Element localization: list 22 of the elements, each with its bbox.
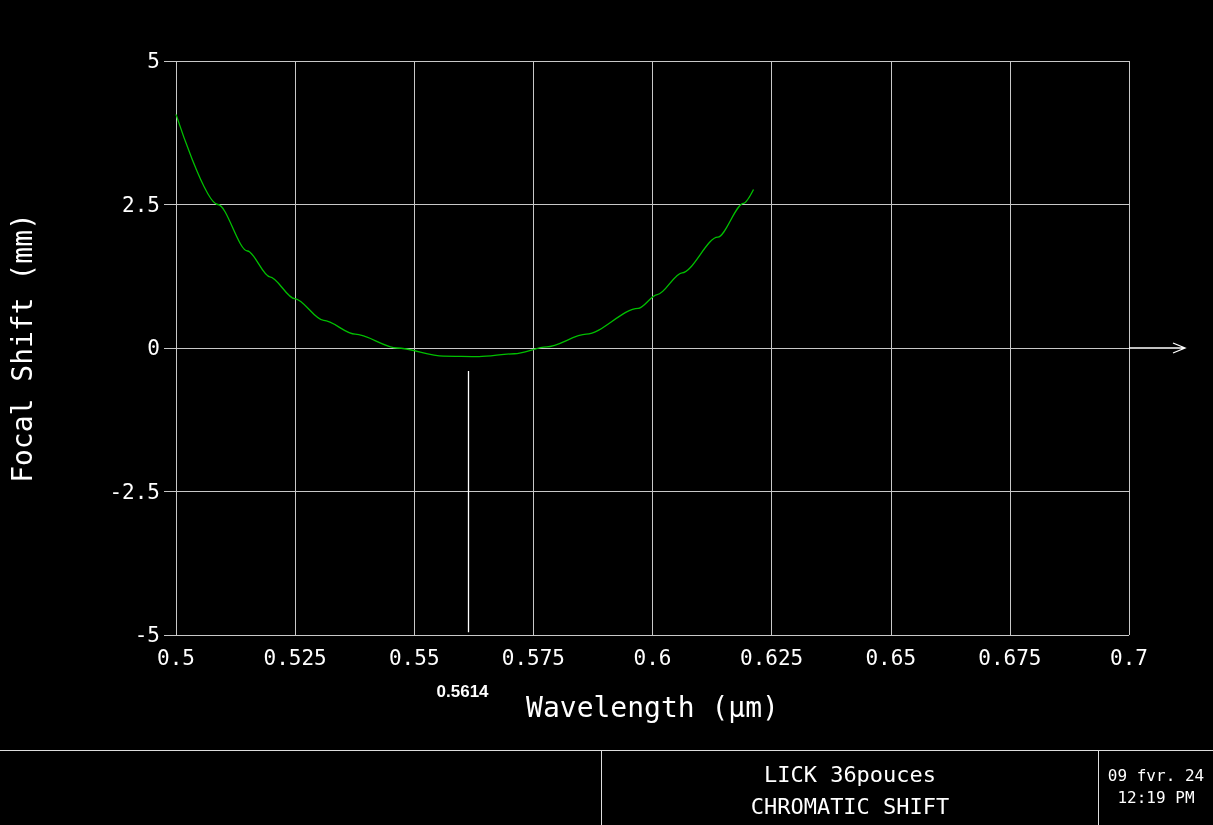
x-tick-label: 0.5 — [157, 645, 195, 670]
y-tick-label: -2.5 — [109, 479, 160, 504]
x-tick-label: 0.65 — [865, 645, 917, 670]
text: CHROMATIC SHIFT — [749, 793, 951, 821]
x-tick-label: 0.6 — [633, 645, 672, 670]
text: 12:19 PM — [1116, 787, 1196, 809]
y-tick-label: 2.5 — [122, 192, 160, 217]
x-tick-label: 0.525 — [263, 645, 327, 670]
x-tick-label: 0.625 — [740, 645, 804, 670]
ref-line-label: 0.5614 — [436, 682, 490, 701]
y-axis-title: Focal Shift (mm) — [5, 213, 39, 483]
text: LICK 36pouces — [762, 761, 938, 789]
x-tick-label: 0.575 — [501, 645, 565, 670]
x-tick-label: 0.55 — [388, 645, 440, 670]
line-series — [175, 113, 755, 358]
x-tick-label: 0.7 — [1110, 645, 1148, 670]
y-tick-label: 0 — [147, 336, 160, 360]
y-tick-label: -5 — [134, 623, 160, 647]
x-tick-label: 0.675 — [978, 645, 1042, 670]
text: 09 fvr. 24 — [1106, 765, 1206, 787]
y-tick-label: 5 — [147, 49, 160, 73]
x-axis-title: Wavelength (μm) — [526, 690, 779, 724]
